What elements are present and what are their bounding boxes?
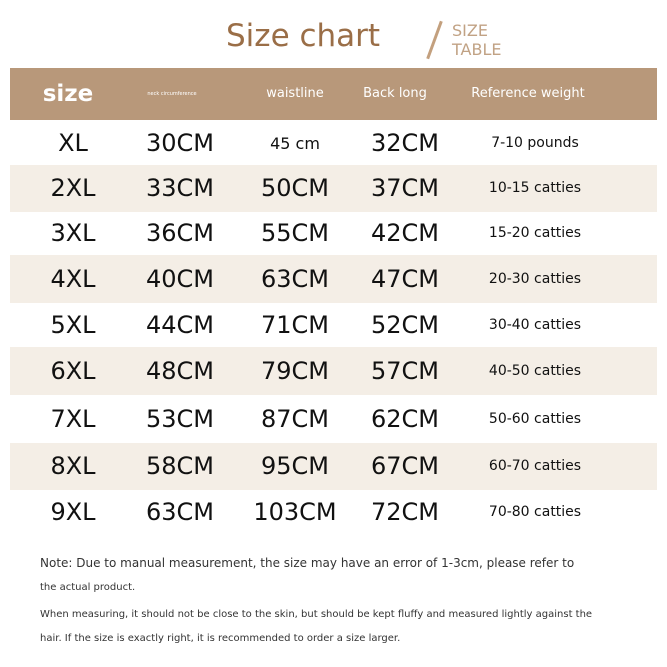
size-cell: 6XL	[50, 357, 96, 385]
weight-cell: 10-15 catties	[488, 180, 582, 196]
table-row: 7XL 53CM 87CM 62CM 50-60 catties	[10, 395, 657, 443]
table-row: 2XL 33CM 50CM 37CM 10-15 catties	[10, 165, 657, 212]
waist-cell: 79CM	[260, 357, 330, 385]
neck-cell: 40CM	[145, 265, 215, 293]
header-weight: Reference weight	[471, 86, 585, 101]
table-row: 9XL 63CM 103CM 72CM 70-80 catties	[10, 490, 657, 535]
back-cell: 52CM	[370, 311, 440, 339]
table-row: 8XL 58CM 95CM 67CM 60-70 catties	[10, 443, 657, 490]
subtitle-line: SIZE	[452, 21, 488, 40]
neck-cell: 36CM	[145, 219, 215, 247]
waist-cell: 45 cm	[270, 134, 320, 153]
note-line: When measuring, it should not be close t…	[40, 609, 593, 620]
back-cell: 62CM	[370, 405, 440, 433]
neck-cell: 58CM	[145, 452, 215, 480]
weight-cell: 40-50 catties	[488, 363, 582, 379]
slash-decoration	[426, 20, 443, 60]
header-back: Back long	[363, 86, 427, 101]
back-cell: 42CM	[370, 219, 440, 247]
weight-cell: 7-10 pounds	[491, 135, 579, 151]
neck-cell: 63CM	[145, 498, 215, 526]
subtitle-line: TABLE	[452, 40, 502, 59]
waist-cell: 55CM	[260, 219, 330, 247]
header-neck: neck circumference	[147, 91, 197, 97]
header-size: size	[42, 81, 94, 107]
size-cell: XL	[58, 129, 88, 157]
size-cell: 2XL	[50, 174, 96, 202]
waist-cell: 50CM	[260, 174, 330, 202]
size-cell: 4XL	[50, 265, 96, 293]
neck-cell: 48CM	[145, 357, 215, 385]
waist-cell: 103CM	[253, 498, 337, 526]
note-line: hair. If the size is exactly right, it i…	[40, 633, 401, 644]
header-waist: waistline	[266, 86, 324, 101]
note-line: the actual product.	[40, 582, 136, 593]
back-cell: 57CM	[370, 357, 440, 385]
table-row: XL 30CM 45 cm 32CM 7-10 pounds	[10, 122, 657, 165]
neck-cell: 44CM	[145, 311, 215, 339]
note-line: Note: Due to manual measurement, the siz…	[40, 556, 575, 570]
subtitle: SIZE TABLE	[452, 21, 501, 59]
neck-cell: 30CM	[145, 129, 215, 157]
page-title: Size chart	[226, 18, 381, 54]
size-cell: 7XL	[50, 405, 96, 433]
weight-cell: 70-80 catties	[488, 504, 582, 520]
waist-cell: 63CM	[260, 265, 330, 293]
waist-cell: 71CM	[260, 311, 330, 339]
back-cell: 32CM	[370, 129, 440, 157]
waist-cell: 95CM	[260, 452, 330, 480]
neck-cell: 53CM	[145, 405, 215, 433]
size-cell: 3XL	[50, 219, 96, 247]
table-row: 6XL 48CM 79CM 57CM 40-50 catties	[10, 347, 657, 395]
table-row: 3XL 36CM 55CM 42CM 15-20 catties	[10, 212, 657, 255]
size-cell: 5XL	[50, 311, 96, 339]
weight-cell: 15-20 catties	[488, 225, 582, 241]
table-row: 5XL 44CM 71CM 52CM 30-40 catties	[10, 303, 657, 347]
table-row: 4XL 40CM 63CM 47CM 20-30 catties	[10, 255, 657, 303]
back-cell: 47CM	[370, 265, 440, 293]
weight-cell: 30-40 catties	[488, 317, 582, 333]
back-cell: 67CM	[370, 452, 440, 480]
weight-cell: 50-60 catties	[488, 411, 582, 427]
size-cell: 9XL	[50, 498, 96, 526]
neck-cell: 33CM	[145, 174, 215, 202]
back-cell: 72CM	[370, 498, 440, 526]
waist-cell: 87CM	[260, 405, 330, 433]
weight-cell: 60-70 catties	[488, 458, 582, 474]
size-cell: 8XL	[50, 452, 96, 480]
weight-cell: 20-30 catties	[488, 271, 582, 287]
back-cell: 37CM	[370, 174, 440, 202]
table-header: size neck circumference waistline Back l…	[10, 68, 657, 120]
